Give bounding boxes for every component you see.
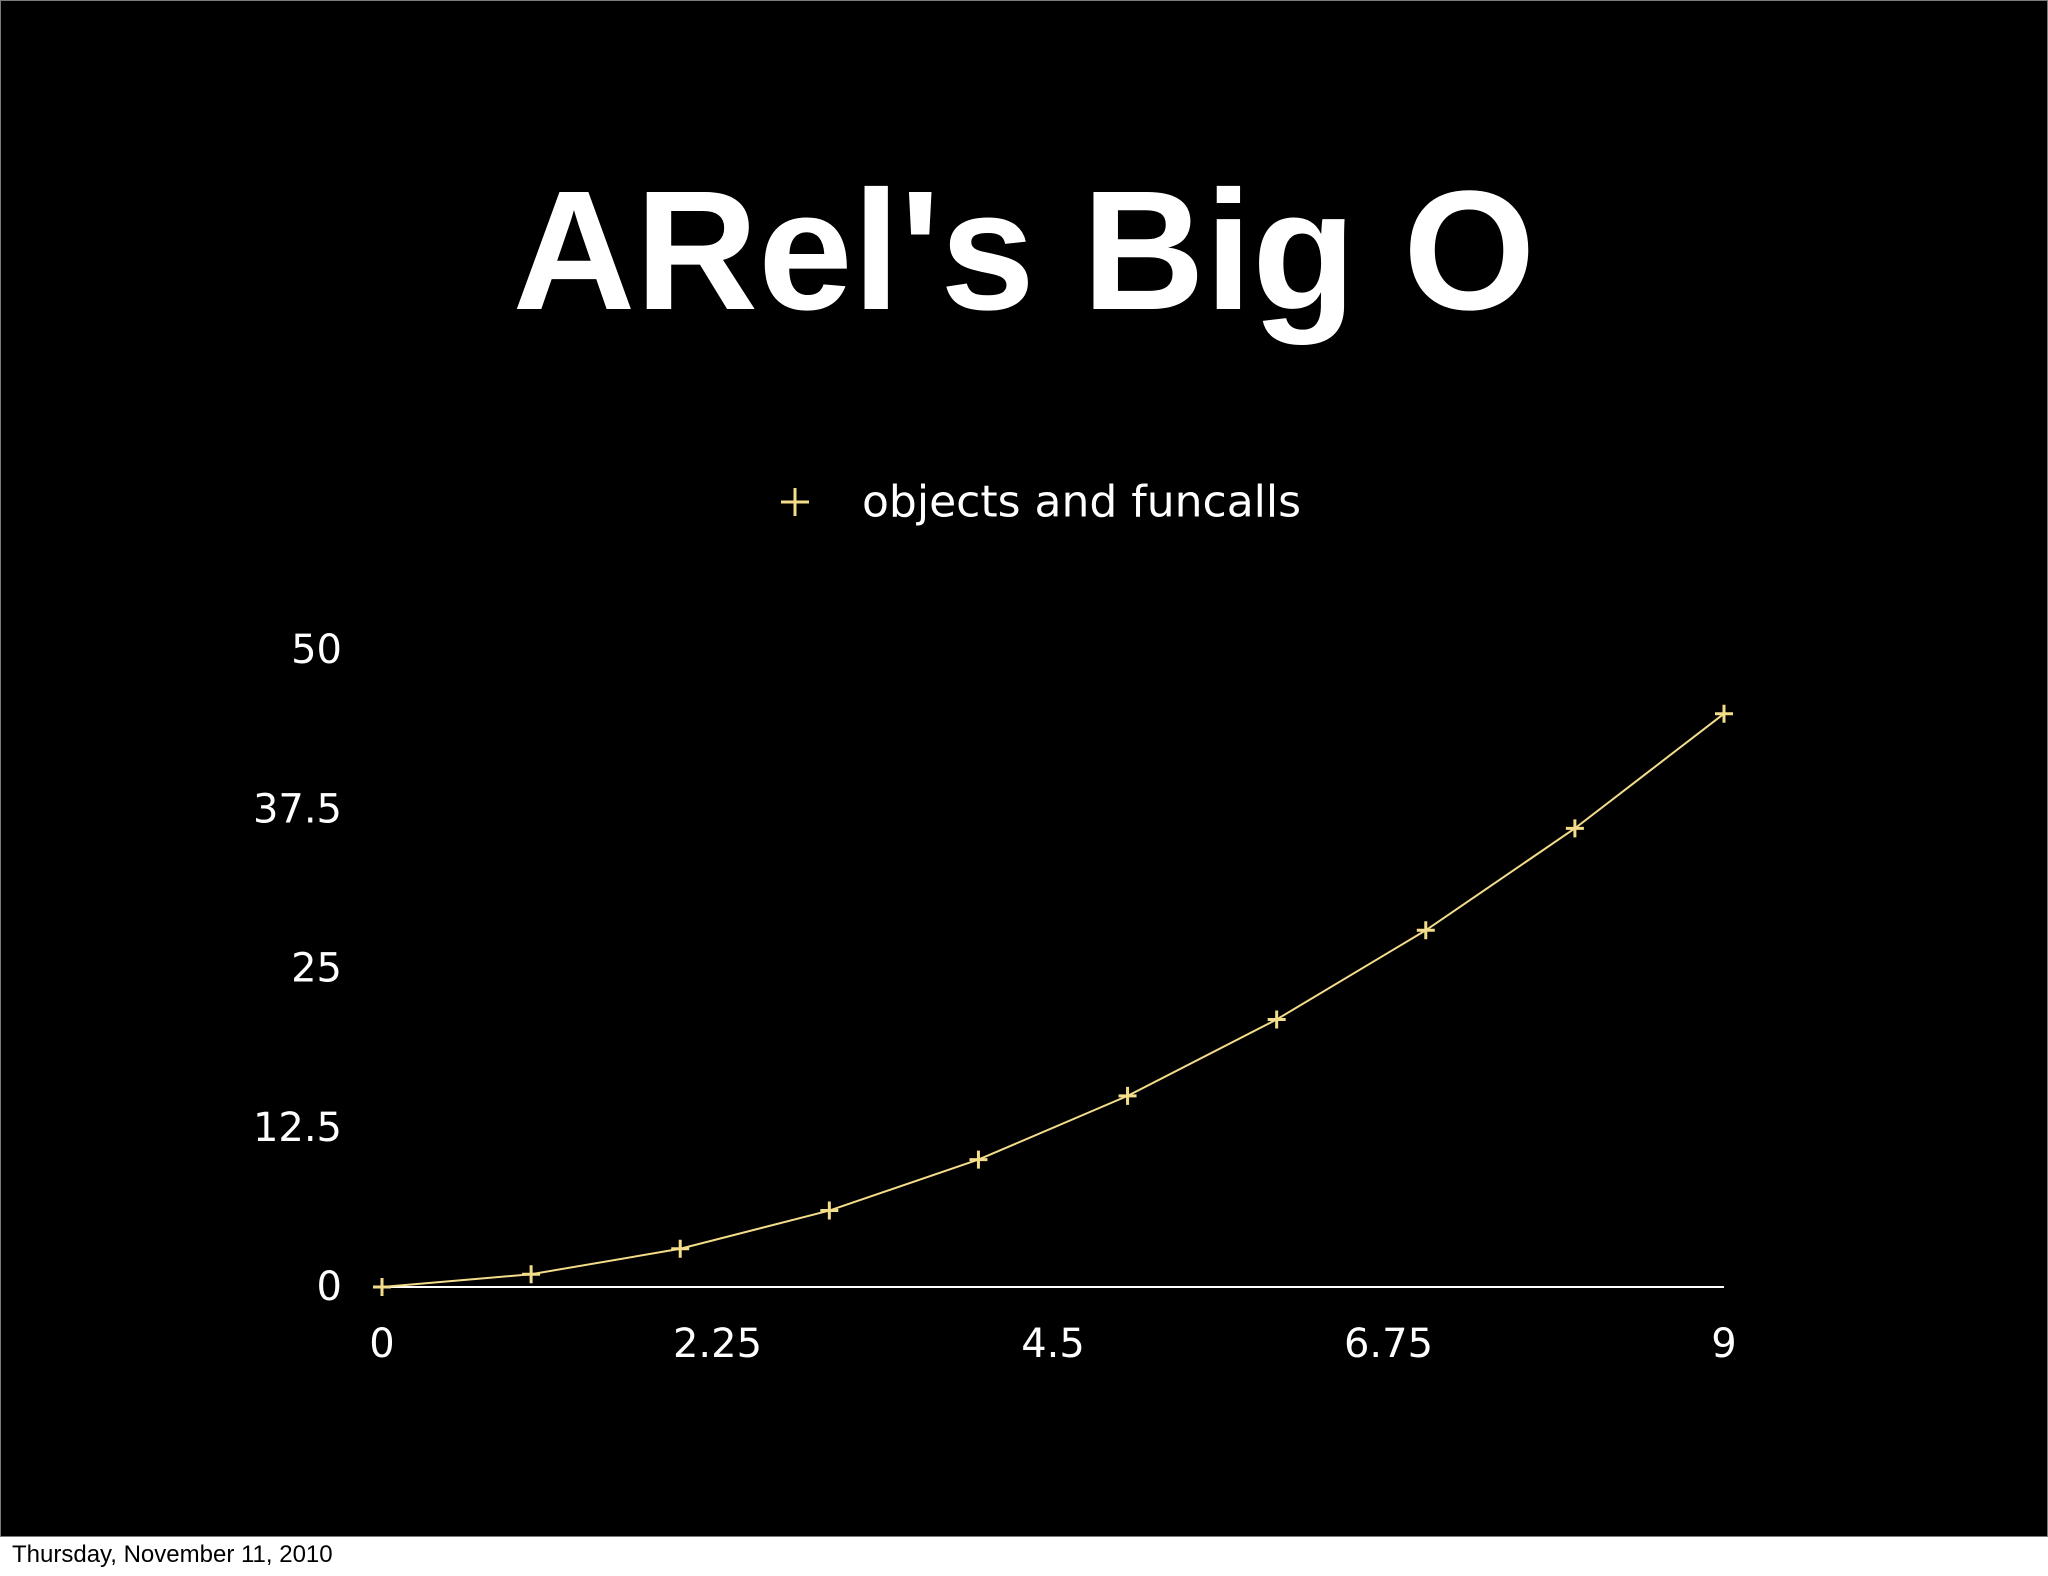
x-tick-label: 9: [1711, 1321, 1736, 1367]
x-axis-ticks: 0 2.25 4.5 6.75 9: [369, 1321, 1736, 1367]
legend-marker: [781, 488, 809, 516]
data-point-marker: [969, 1150, 988, 1169]
data-point-marker: [671, 1239, 690, 1258]
data-point-marker: [1715, 704, 1733, 723]
legend-label: objects and funcalls: [862, 477, 1301, 528]
y-tick-label: 25: [291, 946, 342, 992]
chart-legend: objects and funcalls: [781, 477, 1301, 528]
data-point-marker: [820, 1201, 839, 1220]
x-tick-label: 2.25: [673, 1321, 762, 1367]
data-point-marker: [1267, 1010, 1286, 1029]
series-layer: [373, 704, 1733, 1296]
y-axis-ticks: 0 12.5 25 37.5 50: [253, 627, 342, 1310]
y-tick-label: 12.5: [253, 1105, 342, 1151]
footer-date: Thursday, November 11, 2010: [12, 1541, 333, 1568]
x-tick-label: 0: [369, 1321, 394, 1367]
y-tick-label: 0: [317, 1264, 342, 1310]
data-point-marker: [373, 1278, 391, 1296]
slide: ARel's Big O: [0, 0, 2048, 1537]
series-line: [381, 712, 1725, 1288]
y-tick-label: 50: [291, 627, 342, 673]
data-point-marker: [1565, 819, 1584, 838]
x-tick-label: 4.5: [1021, 1321, 1085, 1367]
x-tick-label: 6.75: [1344, 1321, 1433, 1367]
data-point-marker: [522, 1265, 541, 1284]
data-point-marker: [1118, 1086, 1137, 1105]
y-tick-label: 37.5: [253, 786, 342, 832]
data-point-marker: [1416, 921, 1435, 940]
slide-title: ARel's Big O: [512, 156, 1536, 346]
